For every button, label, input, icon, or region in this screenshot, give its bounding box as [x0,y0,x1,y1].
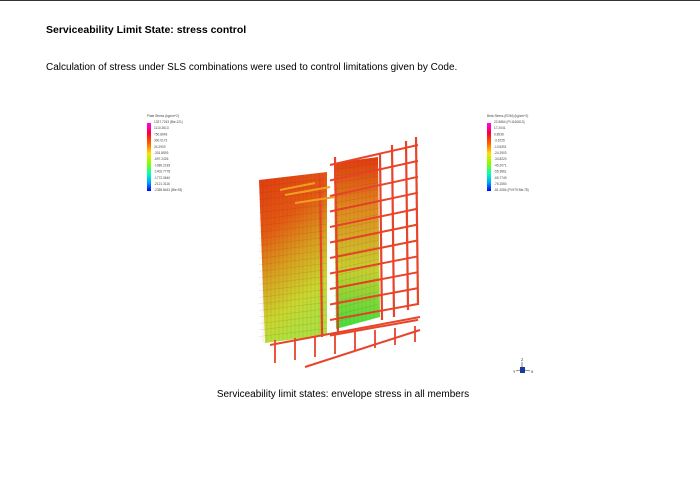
legend-label: 6.8936 [494,132,504,136]
legend-left: Plate Stress (kg/cm^2) 1337.7243 (Ble:12… [147,114,183,192]
legend-label: 22.6864 (PI:1160613) [494,120,525,124]
svg-text:X: X [531,370,534,374]
frame-beam [329,303,419,321]
building-model [258,136,421,368]
legend-label: 1110.2613 [154,126,169,130]
legend-right-title: Beta Stress (EDM) (kg/cm^2) [487,114,528,118]
frame-column [414,136,420,306]
legend-label: 24.2903 [154,145,166,149]
legend-right: Beta Stress (EDM) (kg/cm^2) 22.6864 (PI:… [487,114,529,192]
legend-label: -1080.2183 [154,163,170,167]
frame-beam [329,271,419,290]
frame-beam [329,144,419,166]
shear-wall-left [259,172,327,343]
legend-label: -301.8593 [154,151,169,155]
frame-beam [329,318,419,337]
frame-beam [329,207,419,228]
legend-label: 750.8043 [154,132,168,136]
axis-triad: Z Y X [513,358,534,374]
legend-label: -3.6725 [494,139,505,143]
legend-label: -55.3861 [494,170,507,174]
svg-text:Z: Z [521,358,524,362]
frame-beam [284,186,331,196]
base-beam [304,329,421,368]
legend-label: -13.8391 [494,145,507,149]
frame-column [404,140,410,311]
page-top-border [0,0,700,1]
legend-label: -65.7749 [494,176,507,180]
figure-caption: Serviceability limit states: envelope st… [0,389,700,400]
frame-beam [329,239,419,259]
frame-beam [329,159,419,182]
frame-beam [329,191,419,213]
legend-right-colorbar [487,123,491,191]
legend-label: -1402.7778 [154,170,170,174]
frame-beam [329,175,419,197]
frame-column [378,152,384,321]
body-paragraph: Calculation of stress under SLS combinat… [46,62,458,73]
legend-label: 1337.7243 (Ble:121) [154,120,183,124]
section-heading: Serviceability Limit State: stress contr… [46,24,247,36]
legend-label: -34.8220 [494,157,507,161]
frame-beam [329,287,419,306]
frame-column [390,144,396,318]
legend-left-colorbar [147,123,151,191]
legend-label: 300.0173 [154,139,168,143]
legend-label: -81.2084 (PI:979 Ble:78) [494,188,529,192]
frame-beam [294,196,336,204]
legend-label: -697.2426 [154,157,169,161]
legend-label: 17.2041 [494,126,506,130]
figure-caption-text: Serviceability limit states: envelope st… [216,389,470,400]
frame-beam [329,223,419,244]
legend-label: -76.1550 [494,182,507,186]
stress-model-figure: Plate Stress (kg/cm^2) 1337.7243 (Ble:12… [147,114,534,374]
frame-beam [329,255,419,275]
legend-left-title: Plate Stress (kg/cm^2) [147,114,179,118]
legend-label: -45.2071 [494,163,507,167]
legend-label: -2121.3116 [154,182,170,186]
legend-label: -1772.0640 [154,176,170,180]
svg-text:Y: Y [513,370,516,374]
legend-label: -24.2903 [494,151,507,155]
legend-label: -2355.8461 (Ble:93) [154,188,182,192]
frame-beam [279,182,316,191]
base-beam [269,316,421,346]
frame-column [318,174,324,338]
